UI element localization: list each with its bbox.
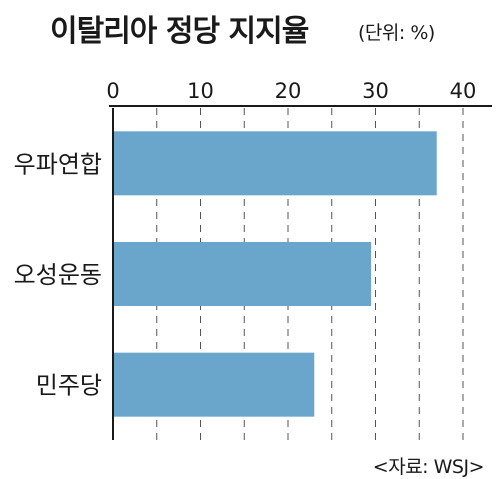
tick-label: 40 <box>450 79 477 103</box>
bar <box>113 242 372 306</box>
source-label: <자료: WSJ> <box>372 456 485 478</box>
bar <box>113 352 315 417</box>
unit-label: (단위: %) <box>358 22 435 44</box>
category-label: 민주당 <box>36 372 102 400</box>
bar <box>113 131 437 196</box>
tick-label: 30 <box>362 79 389 103</box>
category-label: 오성운동 <box>14 261 102 289</box>
tick-label: 0 <box>106 79 119 103</box>
tick-label: 20 <box>275 79 302 103</box>
tick-label: 10 <box>187 79 214 103</box>
chart-title: 이탈리아 정당 지지율 <box>50 14 309 49</box>
category-label: 우파연합 <box>14 150 102 178</box>
